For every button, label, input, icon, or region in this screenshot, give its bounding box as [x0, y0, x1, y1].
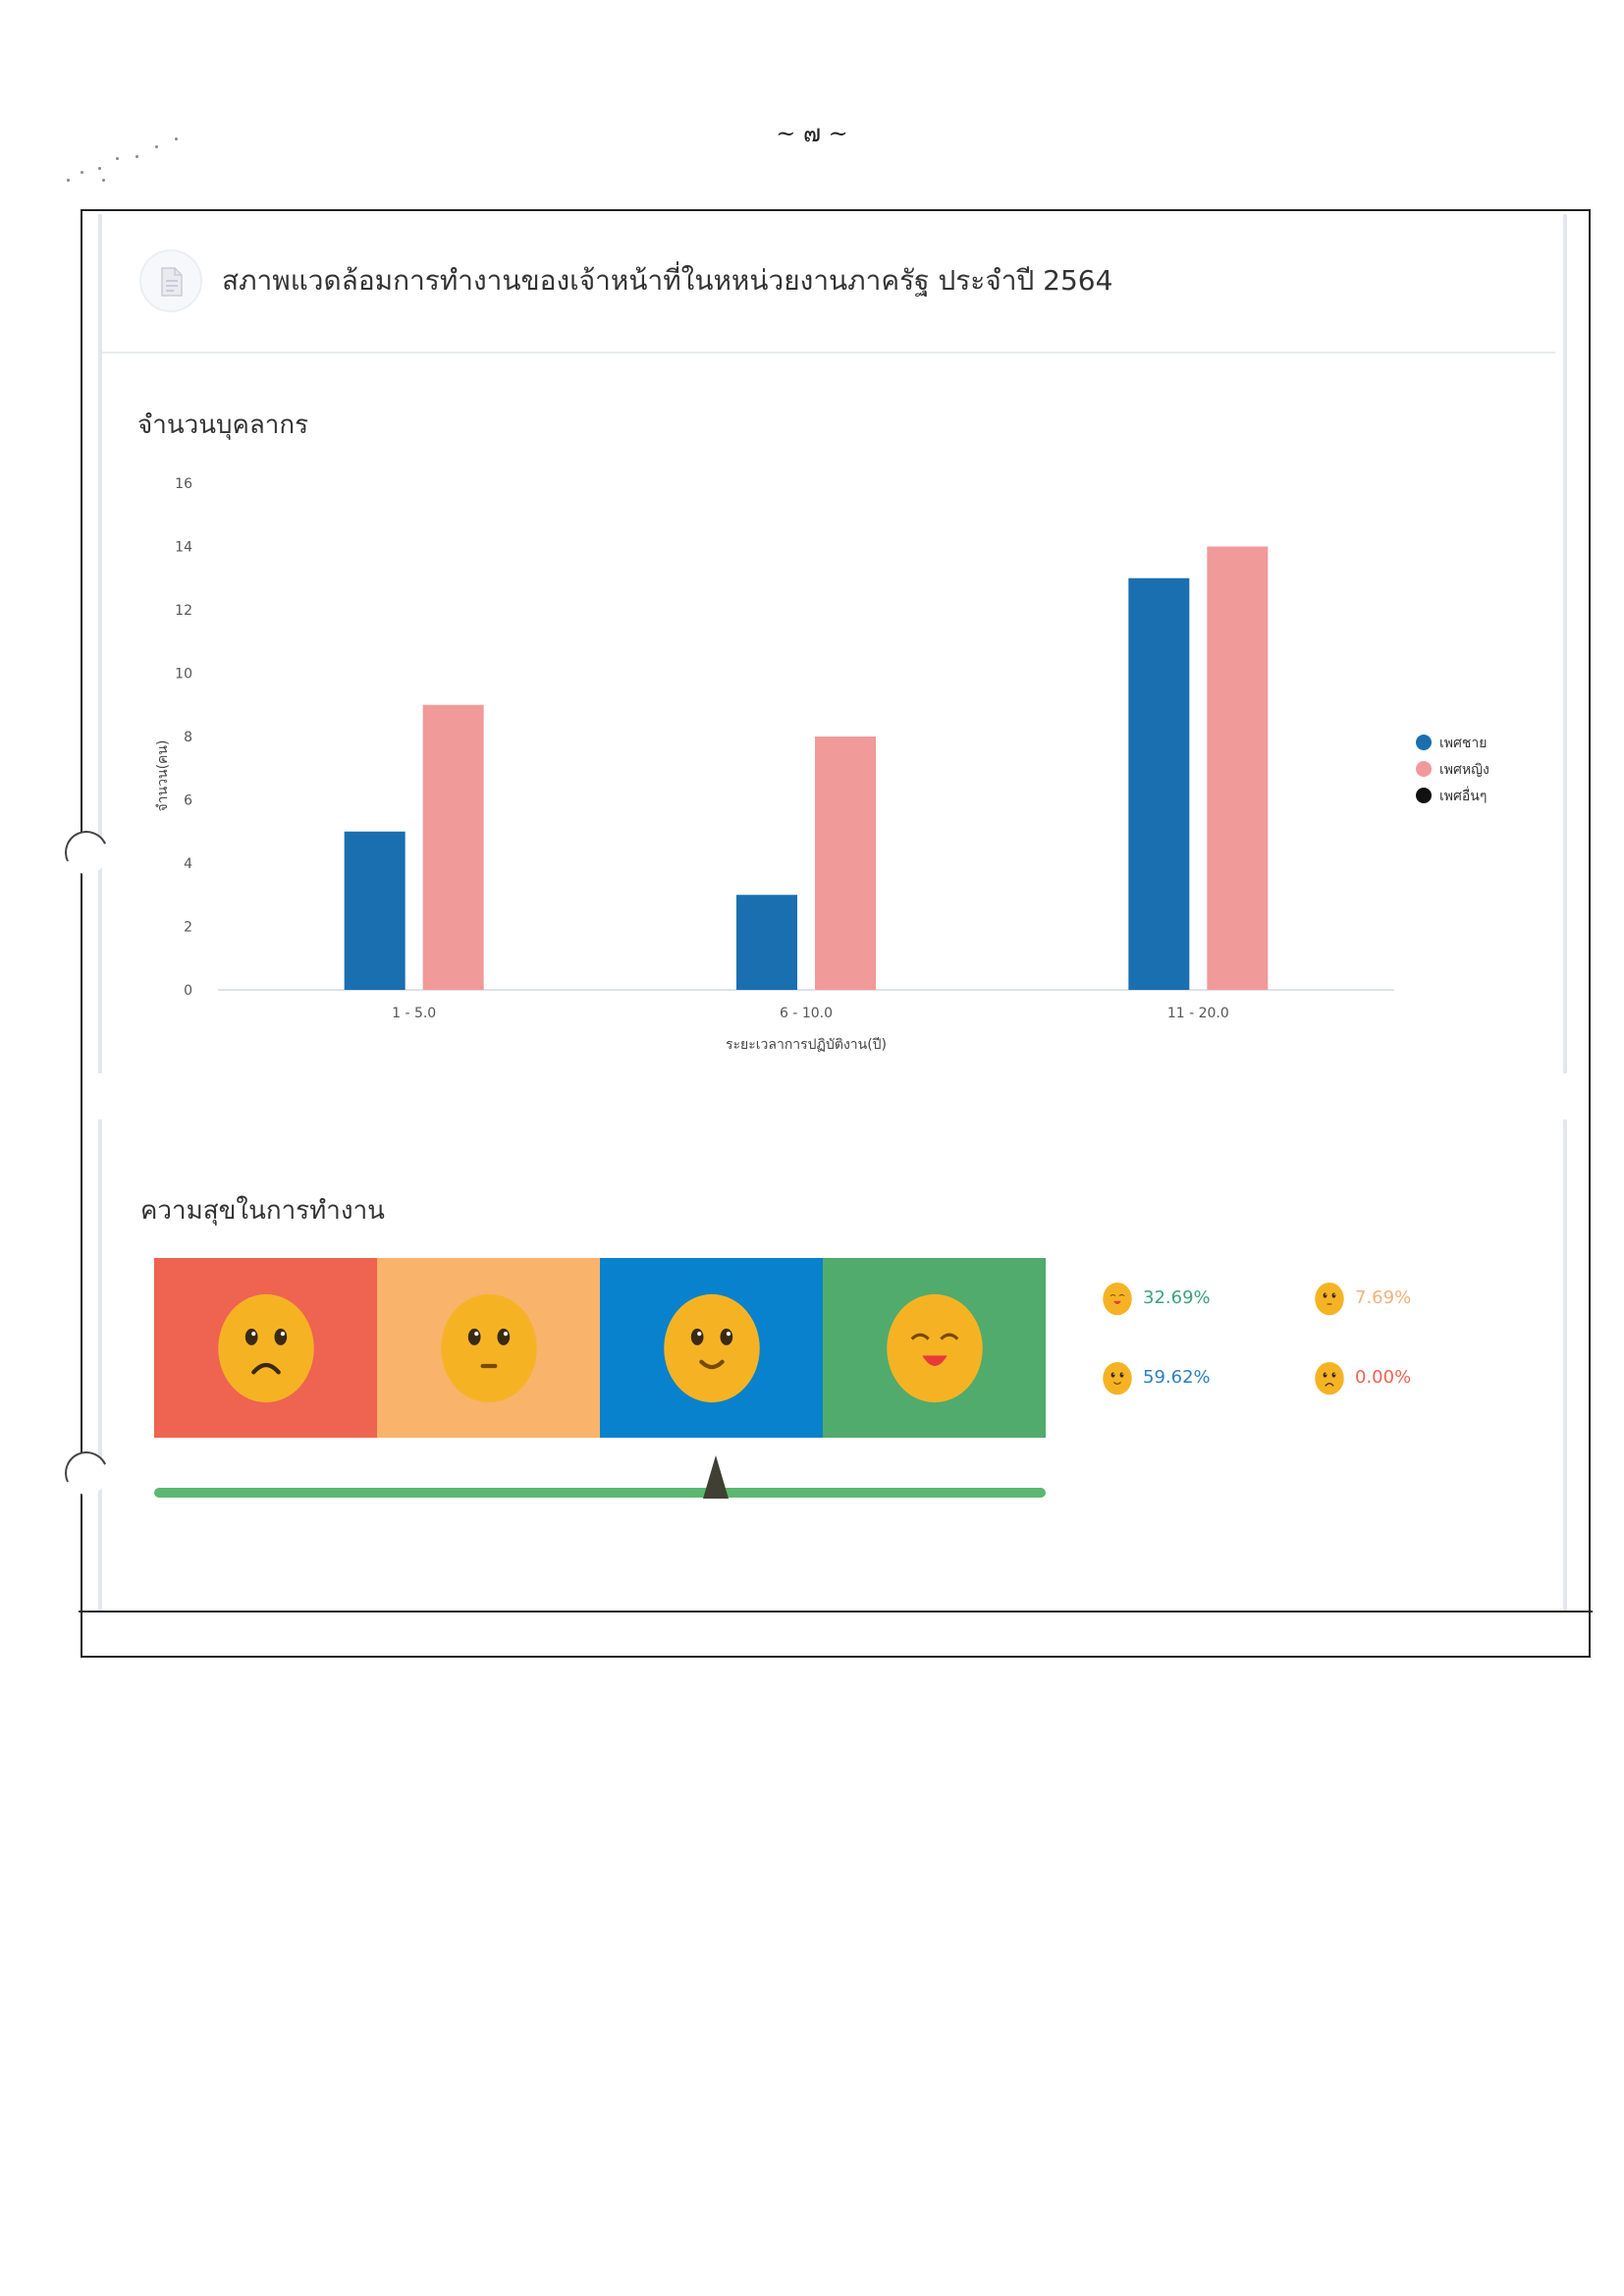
scan-specks: [59, 108, 196, 196]
face-icon: [1314, 1282, 1345, 1316]
document-icon: [139, 249, 202, 312]
bar-female: [1207, 546, 1269, 990]
mood-strip: [154, 1258, 1046, 1438]
report-title: สภาพแวดล้อมการทำงานของเจ้าหน้าที่ในหหน่ว…: [222, 264, 1113, 297]
bar-male: [344, 831, 406, 990]
y-tick-label: 0: [184, 983, 192, 999]
y-tick-label: 6: [184, 793, 192, 809]
y-tick-label: 4: [184, 856, 192, 872]
staff-bar-chart: 0 2 4 6 8 10 12 14 16 จำนวน(คน) ระยะเวลาการปฏิบัติ…: [155, 476, 1489, 1053]
mood-cell-smile: [600, 1258, 823, 1438]
y-tick-label: 2: [184, 920, 192, 936]
face-icon: [1314, 1361, 1345, 1395]
mood-stat: 0.00%: [1314, 1361, 1412, 1395]
page-number: ~ ๗ ~: [776, 120, 848, 147]
y-tick-label: 10: [175, 667, 192, 683]
neutral-face-icon: [440, 1293, 537, 1402]
face-icon: [1102, 1361, 1133, 1395]
y-tick-label: 12: [175, 603, 192, 619]
legend-label: เพศหญิง: [1439, 762, 1489, 778]
mood-cell-sad: [154, 1258, 377, 1438]
mood-stat: 32.69%: [1102, 1282, 1211, 1316]
staff-chart: 0 2 4 6 8 10 12 14 16 จำนวน(คน) ระยะเวลาการปฏิบัติ…: [98, 432, 1559, 1061]
y-axis-title: จำนวน(คน): [155, 740, 171, 812]
staff-section-title: จำนวนบุคลากร: [137, 410, 309, 440]
mood-cell-laugh: [823, 1258, 1046, 1438]
mood-stat-value: 0.00%: [1355, 1366, 1412, 1388]
mood-stat: 59.62%: [1102, 1361, 1211, 1395]
bar-male: [736, 895, 797, 990]
legend-marker: [1416, 735, 1432, 750]
smile-face-icon: [663, 1293, 760, 1402]
bar-female: [815, 737, 876, 990]
bar-male: [1128, 577, 1190, 990]
document-frame: [81, 209, 1591, 1658]
y-tick-label: 8: [184, 730, 192, 745]
legend-marker: [1416, 761, 1432, 777]
mood-pointer: [703, 1455, 730, 1499]
mood-cell-neutral: [377, 1258, 600, 1438]
report-header: สภาพแวดล้อมการทำงานของเจ้าหน้าที่ในหหน่ว…: [102, 222, 1555, 354]
mood-stat-value: 59.62%: [1143, 1366, 1211, 1388]
y-tick-label: 14: [175, 540, 192, 556]
x-tick-label: 1 - 5.0: [392, 1006, 436, 1021]
mood-stat-value: 32.69%: [1143, 1286, 1211, 1308]
happiness-section-title: ความสุขในการทำงาน: [140, 1196, 385, 1226]
legend-label: เพศอื่นๆ: [1439, 787, 1487, 804]
x-tick-label: 6 - 10.0: [780, 1006, 833, 1021]
mood-scale-bar: [154, 1488, 1046, 1498]
x-axis-title: ระยะเวลาการปฏิบัติงาน(ปี): [726, 1037, 887, 1053]
legend-label: เพศชาย: [1439, 736, 1487, 751]
legend-marker: [1416, 788, 1432, 803]
frame-bottom-band: [79, 1611, 1593, 1660]
mood-stat-value: 7.69%: [1355, 1286, 1412, 1308]
bar-female: [422, 704, 484, 990]
y-tick-label: 16: [175, 476, 192, 492]
laughing-face-icon: [886, 1293, 983, 1402]
mood-stat: 7.69%: [1314, 1282, 1412, 1316]
sad-face-icon: [217, 1293, 314, 1402]
face-icon: [1102, 1282, 1133, 1316]
x-tick-label: 11 - 20.0: [1167, 1006, 1229, 1021]
